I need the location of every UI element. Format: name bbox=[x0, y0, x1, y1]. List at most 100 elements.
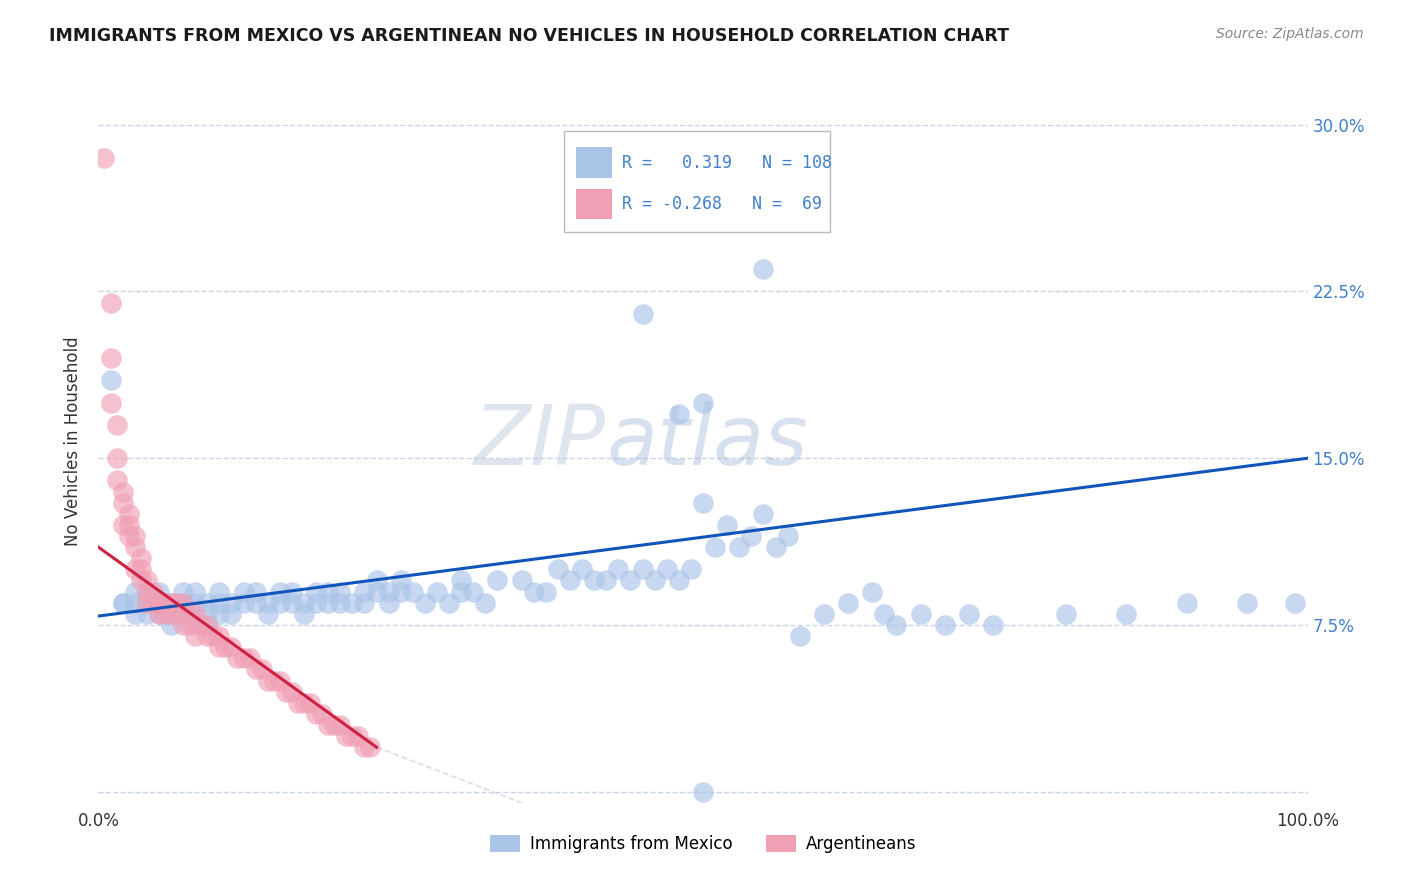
Point bbox=[195, 596, 218, 610]
Point bbox=[1175, 596, 1198, 610]
Point bbox=[957, 607, 980, 621]
Point bbox=[450, 584, 472, 599]
Point bbox=[232, 596, 254, 610]
Point bbox=[292, 607, 315, 621]
Text: Source: ZipAtlas.com: Source: ZipAtlas.com bbox=[1216, 27, 1364, 41]
Point bbox=[111, 496, 134, 510]
Point bbox=[311, 706, 333, 721]
Point bbox=[389, 584, 412, 599]
Point bbox=[353, 740, 375, 755]
Point bbox=[135, 596, 157, 610]
Point bbox=[160, 607, 183, 621]
Point bbox=[752, 262, 775, 277]
Point bbox=[668, 574, 690, 588]
Point bbox=[245, 596, 267, 610]
Point bbox=[1054, 607, 1077, 621]
Point bbox=[153, 596, 176, 610]
Point bbox=[329, 718, 352, 732]
Point bbox=[118, 529, 141, 543]
Point bbox=[860, 584, 883, 599]
Point bbox=[377, 584, 399, 599]
Bar bbox=[576, 147, 613, 178]
Point bbox=[389, 574, 412, 588]
Point bbox=[316, 584, 339, 599]
Text: ZIP: ZIP bbox=[474, 401, 606, 482]
Point bbox=[692, 496, 714, 510]
Point bbox=[523, 584, 546, 599]
Point bbox=[728, 540, 751, 554]
Point bbox=[873, 607, 896, 621]
Point bbox=[813, 607, 835, 621]
Point bbox=[208, 640, 231, 655]
Point bbox=[135, 596, 157, 610]
Point bbox=[118, 517, 141, 532]
Point bbox=[263, 673, 285, 688]
Point bbox=[413, 596, 436, 610]
Point bbox=[166, 607, 188, 621]
Point bbox=[366, 574, 388, 588]
Point bbox=[1115, 607, 1137, 621]
Point bbox=[1284, 596, 1306, 610]
Point bbox=[166, 596, 188, 610]
Point bbox=[124, 540, 146, 554]
Point bbox=[474, 596, 496, 610]
Point bbox=[353, 584, 375, 599]
Point bbox=[692, 785, 714, 799]
Point bbox=[250, 662, 273, 676]
Point bbox=[172, 607, 194, 621]
Point bbox=[105, 451, 128, 466]
Point bbox=[184, 584, 207, 599]
Point bbox=[981, 618, 1004, 632]
Point bbox=[111, 596, 134, 610]
Point bbox=[148, 607, 170, 621]
Point bbox=[172, 618, 194, 632]
Point bbox=[534, 584, 557, 599]
Point bbox=[111, 596, 134, 610]
Point bbox=[619, 574, 641, 588]
Bar bbox=[576, 188, 613, 219]
Point bbox=[135, 607, 157, 621]
Y-axis label: No Vehicles in Household: No Vehicles in Household bbox=[65, 336, 83, 547]
Point bbox=[789, 629, 811, 643]
Point bbox=[486, 574, 509, 588]
Point bbox=[269, 584, 291, 599]
Point bbox=[160, 596, 183, 610]
Point bbox=[269, 673, 291, 688]
Point bbox=[100, 373, 122, 387]
Point bbox=[221, 640, 243, 655]
Point bbox=[111, 484, 134, 499]
Point bbox=[124, 607, 146, 621]
Point bbox=[124, 562, 146, 576]
Point bbox=[221, 596, 243, 610]
Point bbox=[281, 584, 304, 599]
Point bbox=[232, 651, 254, 665]
Point bbox=[232, 584, 254, 599]
Point bbox=[142, 584, 165, 599]
Point bbox=[692, 395, 714, 409]
Point bbox=[153, 607, 176, 621]
Point bbox=[342, 729, 364, 743]
Point bbox=[105, 417, 128, 432]
Point bbox=[100, 295, 122, 310]
Point bbox=[129, 551, 152, 566]
Point bbox=[323, 718, 346, 732]
Point bbox=[195, 607, 218, 621]
Point bbox=[679, 562, 702, 576]
Point bbox=[142, 596, 165, 610]
Point bbox=[148, 584, 170, 599]
Point bbox=[740, 529, 762, 543]
Point bbox=[292, 696, 315, 710]
Point bbox=[347, 729, 370, 743]
Point bbox=[437, 596, 460, 610]
Point bbox=[837, 596, 859, 610]
Point bbox=[135, 584, 157, 599]
Point bbox=[316, 718, 339, 732]
Point bbox=[239, 651, 262, 665]
Point bbox=[1236, 596, 1258, 610]
Point bbox=[299, 696, 322, 710]
Point bbox=[214, 640, 236, 655]
Point bbox=[377, 596, 399, 610]
Point bbox=[402, 584, 425, 599]
Point bbox=[195, 618, 218, 632]
Legend: Immigrants from Mexico, Argentineans: Immigrants from Mexico, Argentineans bbox=[484, 828, 922, 860]
